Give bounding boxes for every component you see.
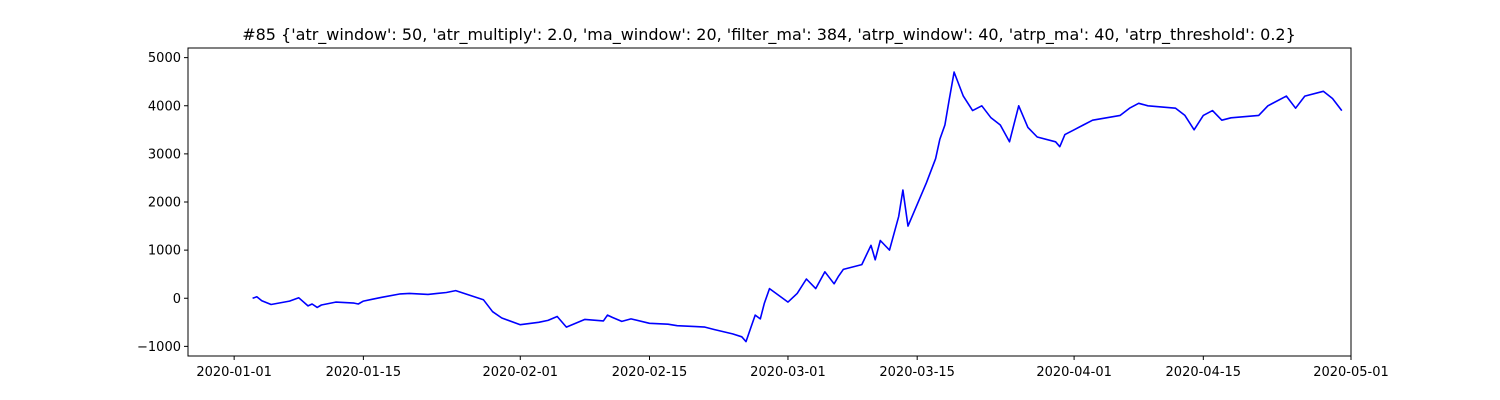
y-tick-label: 5000: [148, 51, 181, 66]
x-tick-label: 2020-04-01: [1036, 365, 1112, 380]
y-tick-label: 1000: [148, 244, 181, 259]
y-tick-label: 3000: [148, 147, 181, 162]
series-layer: [252, 71, 1343, 343]
x-tick-label: 2020-03-01: [750, 365, 826, 380]
x-tick-label: 2020-05-01: [1313, 365, 1389, 380]
y-axis: −1000 0 1000 2000 3000 4000 5000: [137, 51, 188, 355]
x-tick-label: 2020-04-15: [1166, 365, 1242, 380]
y-tick-label: 0: [173, 292, 181, 307]
chart-title: #85 {'atr_window': 50, 'atr_multiply': 2…: [242, 25, 1296, 45]
x-axis: 2020-01-01 2020-01-15 2020-02-01 2020-02-15…: [196, 356, 1389, 380]
x-tick-label: 2020-03-15: [879, 365, 955, 380]
x-tick-label: 2020-02-15: [612, 365, 688, 380]
x-tick-label: 2020-01-01: [196, 365, 272, 380]
y-tick-label: 2000: [148, 196, 181, 211]
series-line: [252, 71, 1343, 343]
plot-frame: [187, 47, 1352, 357]
x-tick-label: 2020-01-15: [326, 365, 402, 380]
x-tick-label: 2020-02-01: [483, 365, 559, 380]
y-tick-label: 4000: [148, 99, 181, 114]
y-tick-label: −1000: [137, 340, 181, 355]
